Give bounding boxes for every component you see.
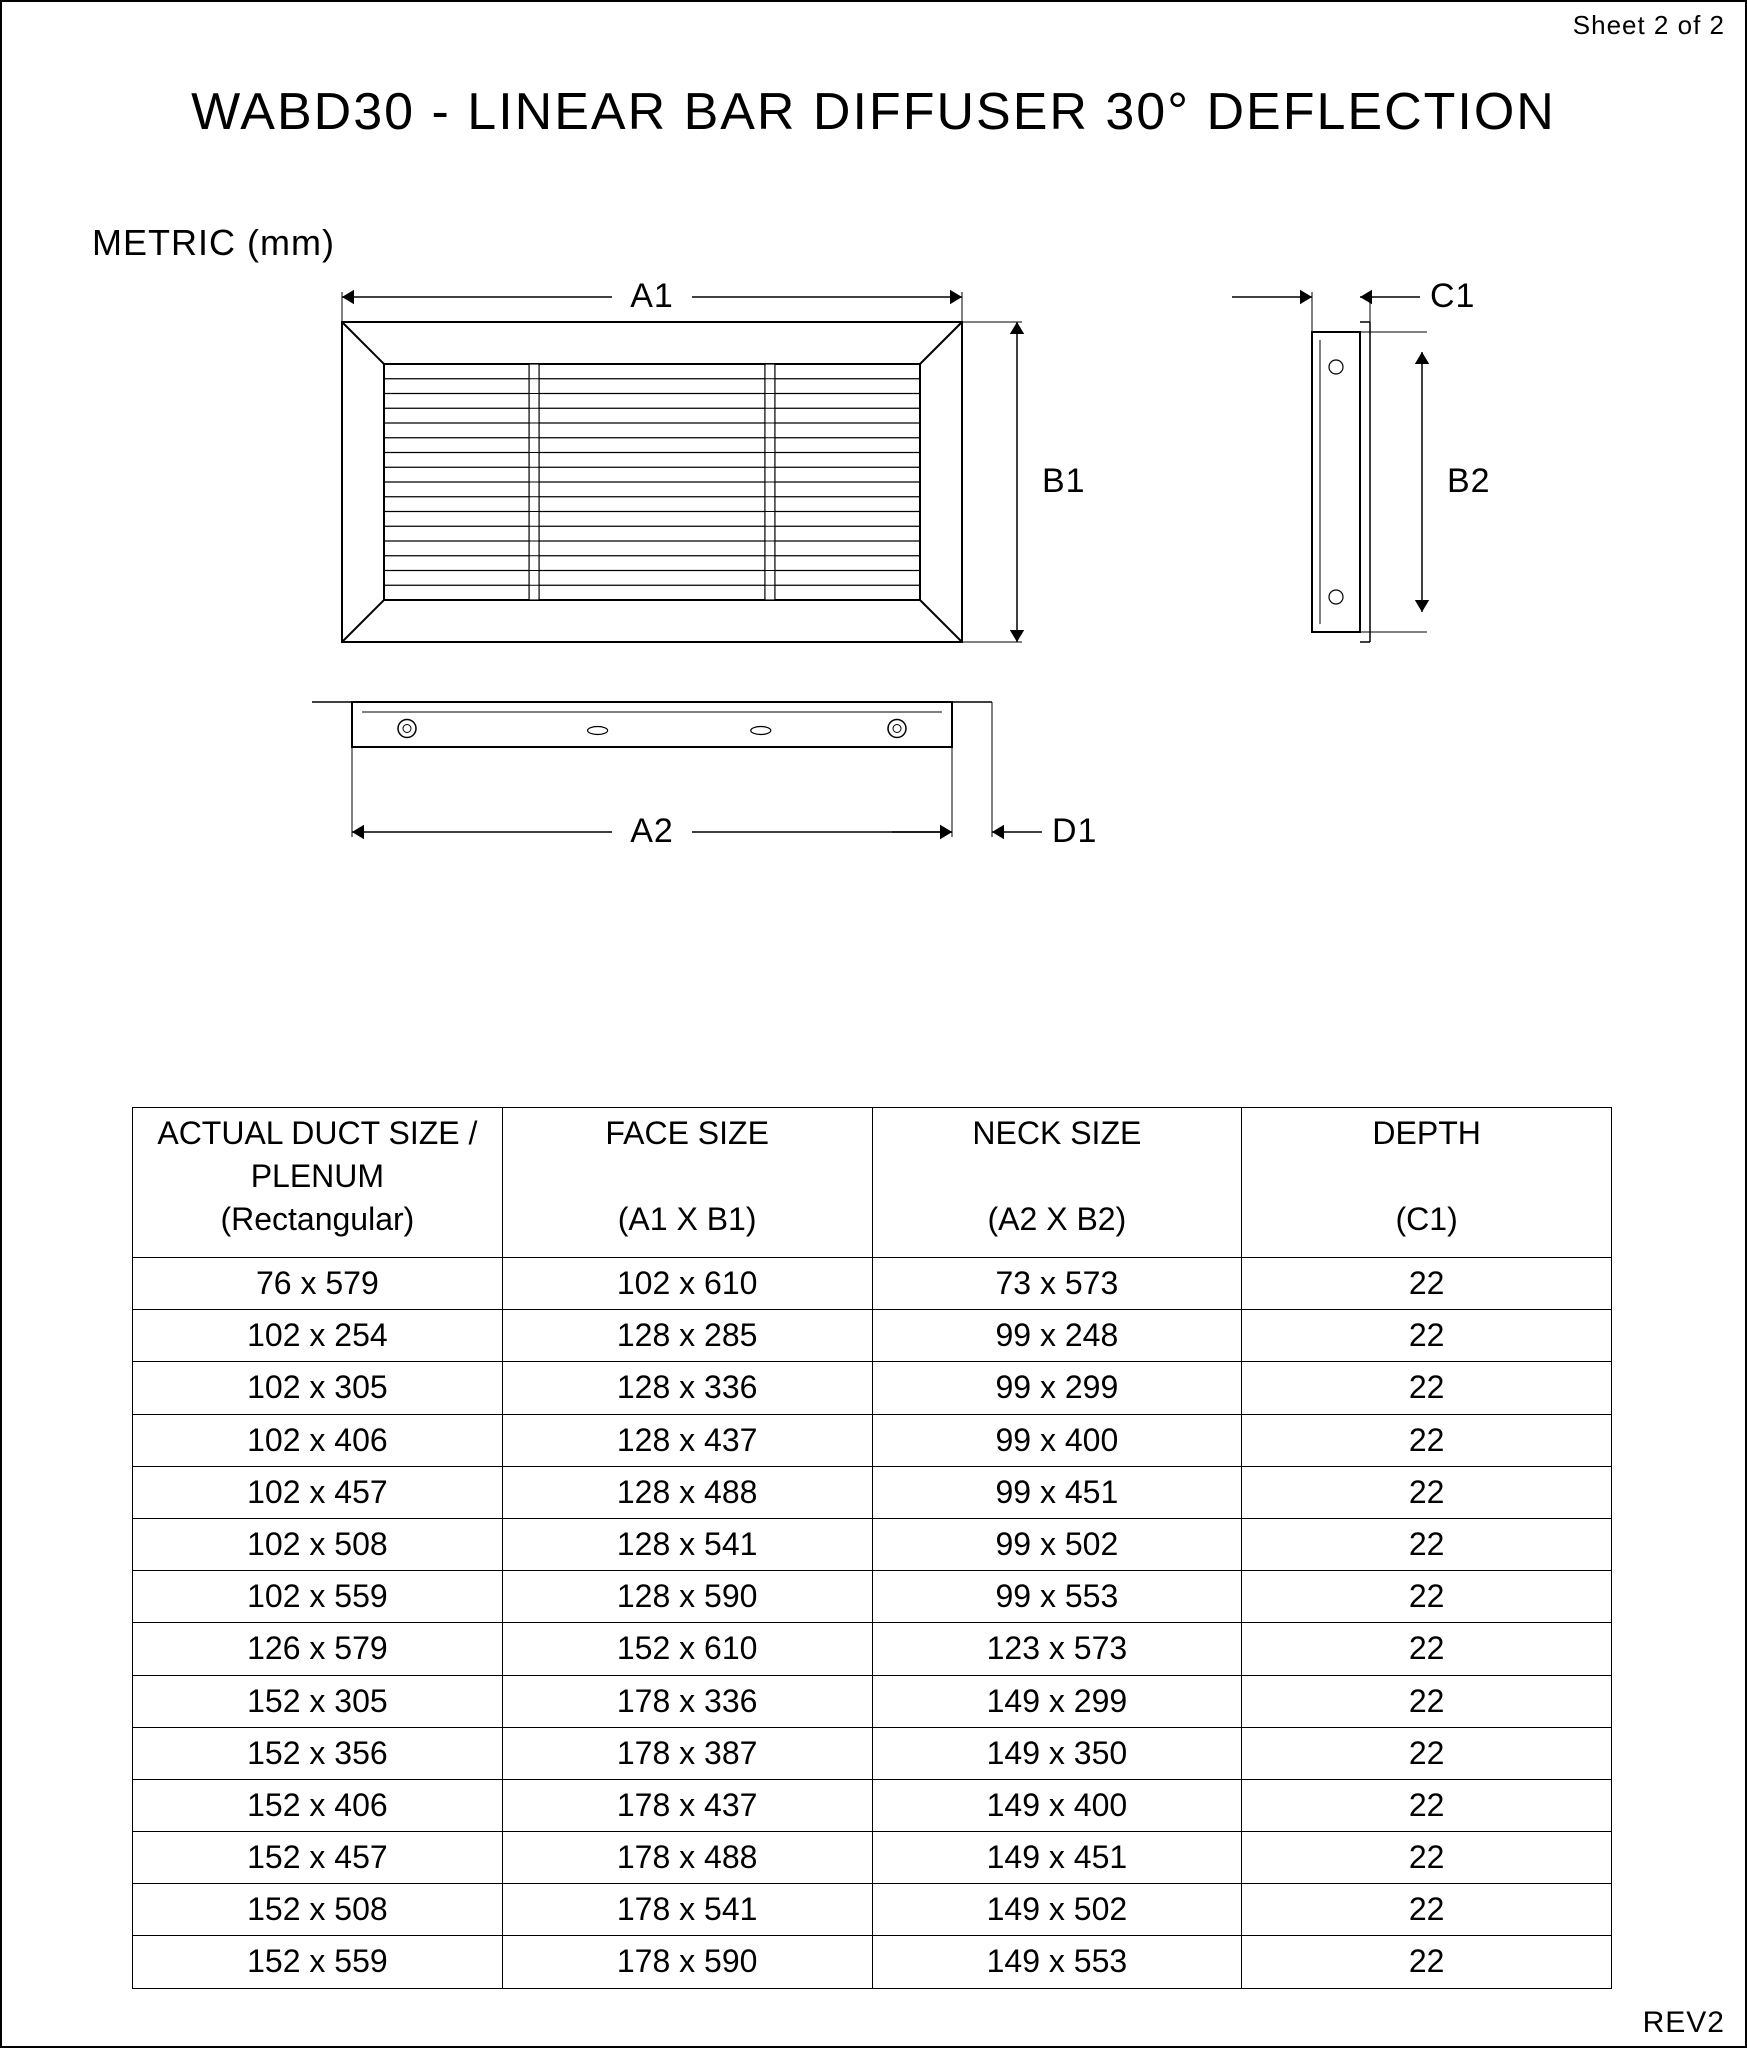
table-cell: 178 x 541 — [502, 1884, 872, 1936]
table-cell: 128 x 437 — [502, 1414, 872, 1466]
table-cell: 128 x 590 — [502, 1571, 872, 1623]
technical-drawing: A1 B1 A2 D1 C1 B2 — [2, 262, 1747, 982]
table-cell: 102 x 610 — [502, 1258, 872, 1310]
table-row: 152 x 356178 x 387149 x 35022 — [133, 1727, 1612, 1779]
svg-text:A1: A1 — [630, 277, 674, 315]
table-cell: 22 — [1242, 1884, 1612, 1936]
table-cell: 22 — [1242, 1727, 1612, 1779]
table-cell: 149 x 350 — [872, 1727, 1242, 1779]
table-cell: 128 x 336 — [502, 1362, 872, 1414]
table-cell: 22 — [1242, 1936, 1612, 1988]
table-cell: 152 x 406 — [133, 1779, 503, 1831]
table-row: 152 x 305178 x 336149 x 29922 — [133, 1675, 1612, 1727]
table-cell: 152 x 457 — [133, 1832, 503, 1884]
table-cell: 128 x 488 — [502, 1466, 872, 1518]
svg-text:B1: B1 — [1042, 462, 1086, 500]
table-cell: 149 x 451 — [872, 1832, 1242, 1884]
table-row: 102 x 559128 x 59099 x 55322 — [133, 1571, 1612, 1623]
table-cell: 152 x 610 — [502, 1623, 872, 1675]
table-cell: 178 x 336 — [502, 1675, 872, 1727]
table-row: 102 x 305128 x 33699 x 29922 — [133, 1362, 1612, 1414]
table-row: 102 x 457128 x 48899 x 45122 — [133, 1466, 1612, 1518]
table-cell: 152 x 559 — [133, 1936, 503, 1988]
table-cell: 178 x 437 — [502, 1779, 872, 1831]
table-cell: 149 x 400 — [872, 1779, 1242, 1831]
table-column-header: ACTUAL DUCT SIZE / PLENUM(Rectangular) — [133, 1108, 503, 1258]
units-label: METRIC (mm) — [92, 222, 335, 264]
table-cell: 149 x 553 — [872, 1936, 1242, 1988]
table-cell: 22 — [1242, 1779, 1612, 1831]
table-row: 126 x 579152 x 610123 x 57322 — [133, 1623, 1612, 1675]
table-cell: 22 — [1242, 1675, 1612, 1727]
table-cell: 99 x 451 — [872, 1466, 1242, 1518]
svg-text:B2: B2 — [1447, 462, 1491, 500]
svg-text:A2: A2 — [630, 812, 674, 850]
table-cell: 128 x 541 — [502, 1518, 872, 1570]
table-cell: 102 x 254 — [133, 1310, 503, 1362]
table-cell: 99 x 400 — [872, 1414, 1242, 1466]
table-row: 152 x 457178 x 488149 x 45122 — [133, 1832, 1612, 1884]
table-row: 152 x 406178 x 437149 x 40022 — [133, 1779, 1612, 1831]
sheet-number: Sheet 2 of 2 — [1573, 10, 1725, 41]
table-cell: 99 x 248 — [872, 1310, 1242, 1362]
table-row: 102 x 406128 x 43799 x 40022 — [133, 1414, 1612, 1466]
table-cell: 22 — [1242, 1466, 1612, 1518]
table-row: 76 x 579102 x 61073 x 57322 — [133, 1258, 1612, 1310]
table-cell: 99 x 553 — [872, 1571, 1242, 1623]
table-row: 152 x 559178 x 590149 x 55322 — [133, 1936, 1612, 1988]
table-cell: 149 x 299 — [872, 1675, 1242, 1727]
page-frame: Sheet 2 of 2 WABD30 - LINEAR BAR DIFFUSE… — [0, 0, 1747, 2048]
table-cell: 22 — [1242, 1310, 1612, 1362]
table-cell: 73 x 573 — [872, 1258, 1242, 1310]
table-cell: 126 x 579 — [133, 1623, 503, 1675]
table-cell: 22 — [1242, 1258, 1612, 1310]
table-cell: 128 x 285 — [502, 1310, 872, 1362]
table-cell: 22 — [1242, 1518, 1612, 1570]
table-cell: 178 x 590 — [502, 1936, 872, 1988]
table-header-row: ACTUAL DUCT SIZE / PLENUM(Rectangular)FA… — [133, 1108, 1612, 1258]
table-cell: 99 x 299 — [872, 1362, 1242, 1414]
table-cell: 22 — [1242, 1362, 1612, 1414]
table-cell: 76 x 579 — [133, 1258, 503, 1310]
table-cell: 102 x 305 — [133, 1362, 503, 1414]
table-cell: 178 x 488 — [502, 1832, 872, 1884]
revision-label: REV2 — [1643, 2006, 1725, 2040]
specification-table: ACTUAL DUCT SIZE / PLENUM(Rectangular)FA… — [132, 1107, 1612, 1989]
svg-text:D1: D1 — [1052, 812, 1097, 850]
page-title: WABD30 - LINEAR BAR DIFFUSER 30° DEFLECT… — [2, 82, 1745, 142]
table-column-header: NECK SIZE(A2 X B2) — [872, 1108, 1242, 1258]
svg-text:C1: C1 — [1430, 277, 1475, 315]
table-cell: 178 x 387 — [502, 1727, 872, 1779]
table-cell: 99 x 502 — [872, 1518, 1242, 1570]
table-cell: 152 x 508 — [133, 1884, 503, 1936]
table-cell: 152 x 305 — [133, 1675, 503, 1727]
table-row: 152 x 508178 x 541149 x 50222 — [133, 1884, 1612, 1936]
table-column-header: DEPTH(C1) — [1242, 1108, 1612, 1258]
table-cell: 102 x 457 — [133, 1466, 503, 1518]
table-cell: 22 — [1242, 1571, 1612, 1623]
table-cell: 22 — [1242, 1623, 1612, 1675]
table-cell: 102 x 508 — [133, 1518, 503, 1570]
table-cell: 102 x 559 — [133, 1571, 503, 1623]
table-cell: 102 x 406 — [133, 1414, 503, 1466]
table-cell: 149 x 502 — [872, 1884, 1242, 1936]
table-cell: 123 x 573 — [872, 1623, 1242, 1675]
table-column-header: FACE SIZE(A1 X B1) — [502, 1108, 872, 1258]
table-row: 102 x 254128 x 28599 x 24822 — [133, 1310, 1612, 1362]
table-cell: 22 — [1242, 1832, 1612, 1884]
table-cell: 22 — [1242, 1414, 1612, 1466]
table-cell: 152 x 356 — [133, 1727, 503, 1779]
table-row: 102 x 508128 x 54199 x 50222 — [133, 1518, 1612, 1570]
